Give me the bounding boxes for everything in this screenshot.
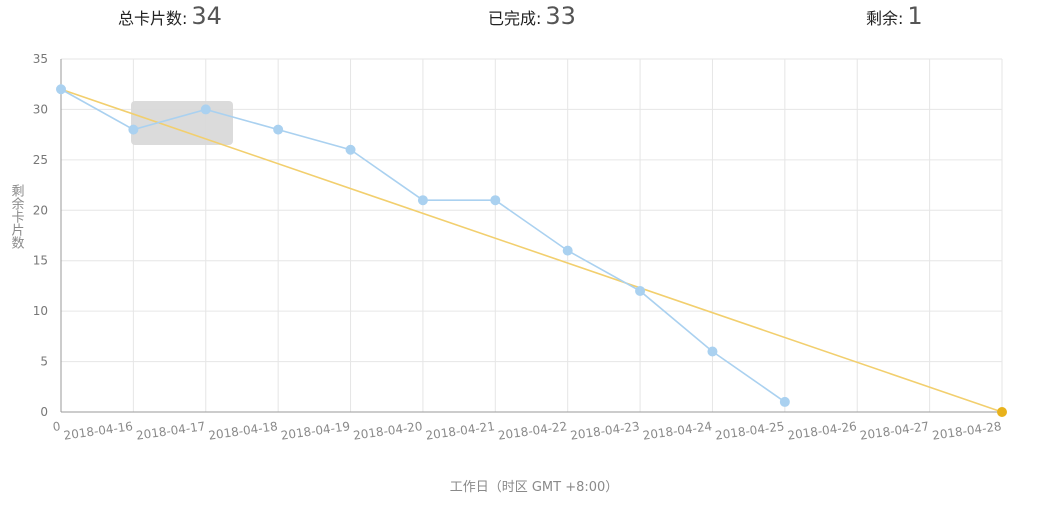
x-tick-label: 2018-04-22 [497, 419, 568, 443]
y-tick-label: 10 [33, 304, 48, 318]
actual-point [779, 396, 790, 407]
x-tick-label: 2018-04-24 [642, 419, 713, 443]
actual-point [345, 144, 356, 155]
ideal-line [60, 88, 1003, 413]
total-cards-label: 总卡片数 [118, 9, 183, 28]
remaining-cards-value: 1 [907, 2, 923, 30]
x-tick-label: 2018-04-19 [280, 419, 351, 443]
y-axis-title: 剩余卡片数 [11, 185, 24, 252]
actual-point [707, 346, 718, 357]
completed-cards-stat: 已完成: 33 [488, 2, 576, 30]
x-tick-label: 2018-04-26 [787, 419, 858, 443]
ideal-point [997, 407, 1007, 417]
stats-bar: 总卡片数: 34 已完成: 33 剩余: 1 [0, 0, 1059, 40]
actual-point [200, 104, 211, 115]
tooltip-layer [131, 101, 233, 145]
x-tick-label: 0 [52, 419, 62, 434]
actual-point [56, 84, 66, 95]
x-tick-label: 2018-04-25 [714, 419, 785, 443]
actual-point [562, 245, 573, 256]
tooltip-box [131, 101, 233, 145]
completed-cards-value: 33 [545, 2, 576, 30]
actual-point [417, 195, 428, 206]
x-tick-label: 2018-04-18 [208, 419, 279, 443]
y-tick-label: 35 [33, 52, 48, 66]
x-tick-label: 2018-04-23 [569, 419, 640, 443]
remaining-cards-label: 剩余 [866, 9, 899, 28]
actual-point [273, 124, 284, 135]
x-tick-label: 2018-04-28 [931, 419, 1002, 443]
y-tick-label: 5 [40, 355, 48, 369]
actual-point [128, 124, 139, 135]
actual-point [635, 285, 646, 296]
x-tick-label: 2018-04-16 [63, 419, 134, 443]
x-axis-ticks: 0 2018-04-16 2018-04-17 2018-04-18 2018-04-1… [52, 419, 1003, 443]
y-tick-label: 25 [33, 153, 48, 167]
chart-series [56, 84, 1007, 417]
completed-cards-label: 已完成 [488, 9, 537, 28]
x-tick-label: 2018-04-21 [425, 419, 496, 443]
remaining-cards-stat: 剩余: 1 [866, 2, 923, 30]
y-tick-label: 20 [33, 203, 48, 217]
x-tick-label: 2018-04-20 [352, 419, 423, 443]
total-cards-stat: 总卡片数: 34 [118, 2, 222, 30]
remaining-cards-separator: : [898, 9, 904, 28]
x-tick-label: 2018-04-27 [859, 419, 930, 443]
y-tick-label: 30 [33, 102, 48, 116]
y-tick-label: 15 [33, 254, 48, 268]
actual-point [490, 195, 501, 206]
y-tick-label: 0 [40, 405, 48, 419]
total-cards-separator: : [182, 9, 188, 28]
y-axis-ticks: 0 5 10 15 20 25 30 35 [33, 52, 48, 419]
total-cards-value: 34 [191, 2, 222, 30]
completed-cards-separator: : [536, 9, 542, 28]
x-axis-title: 工作日（时区 GMT +8:00） [450, 480, 619, 495]
x-tick-label: 2018-04-17 [135, 419, 206, 443]
chart-axes [60, 59, 1002, 413]
